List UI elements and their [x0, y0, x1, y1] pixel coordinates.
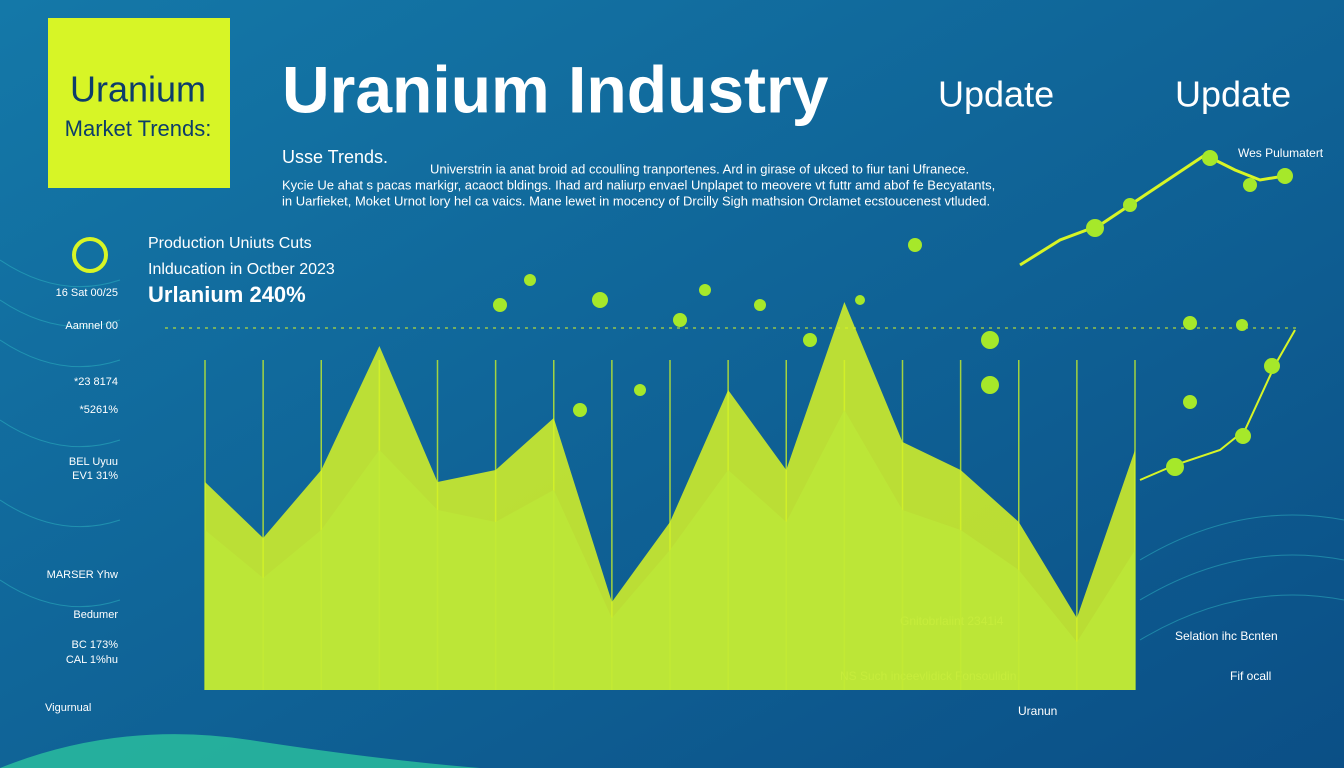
decor-dots: [493, 150, 1293, 476]
bottom-label: Uranun: [1018, 704, 1057, 718]
bottom-label: Selation ihc Bcnten: [1175, 629, 1278, 643]
corner-label: Wes Pulumatert: [1238, 146, 1324, 160]
decor-trend: [1019, 153, 1291, 267]
title: Uranium Industry: [282, 52, 829, 126]
callout: Inlducation in Octber 2023: [148, 261, 335, 278]
side-label: 16 Sat 00/25: [56, 287, 118, 299]
side-label: BEL Uyuu: [69, 456, 118, 468]
side-label: Bedumer: [73, 609, 118, 621]
intro-line: Kycie Ue ahat s pacas markigr, acaoct bl…: [282, 177, 995, 192]
side-label: MARSER Yhw: [47, 569, 118, 581]
intro-heading: Usse Trends.: [282, 147, 388, 167]
badge-title: Uranium: [70, 69, 206, 110]
callout: Urlanium 240%: [148, 282, 306, 307]
intro-line: in Uarfieket, Moket Urnot lory hel ca va…: [282, 193, 990, 208]
tag: Update: [938, 74, 1054, 115]
tag: Update: [1175, 74, 1291, 115]
decor-waves: [0, 259, 1344, 641]
side-label: *23 8174: [74, 376, 118, 388]
side-label: CAL 1%hu: [66, 654, 118, 666]
badge: [48, 18, 230, 188]
area: [205, 302, 1135, 690]
side-label: *5261%: [79, 404, 118, 416]
bottom-label: Fif ocall: [1230, 669, 1271, 683]
icon: [72, 237, 108, 273]
badge-subtitle: Market Trends:: [65, 116, 212, 141]
intro-line: Universtrin ia anat broid ad ccoulling t…: [430, 161, 969, 176]
side-label: Vigurnual: [45, 702, 91, 714]
callout: Production Uniuts Cuts: [148, 235, 312, 252]
side-label: BC 173%: [72, 639, 119, 651]
side-label: EV1 31%: [72, 470, 118, 482]
decor-ground: [0, 734, 480, 768]
side-label: Aamnel 00: [65, 320, 118, 332]
